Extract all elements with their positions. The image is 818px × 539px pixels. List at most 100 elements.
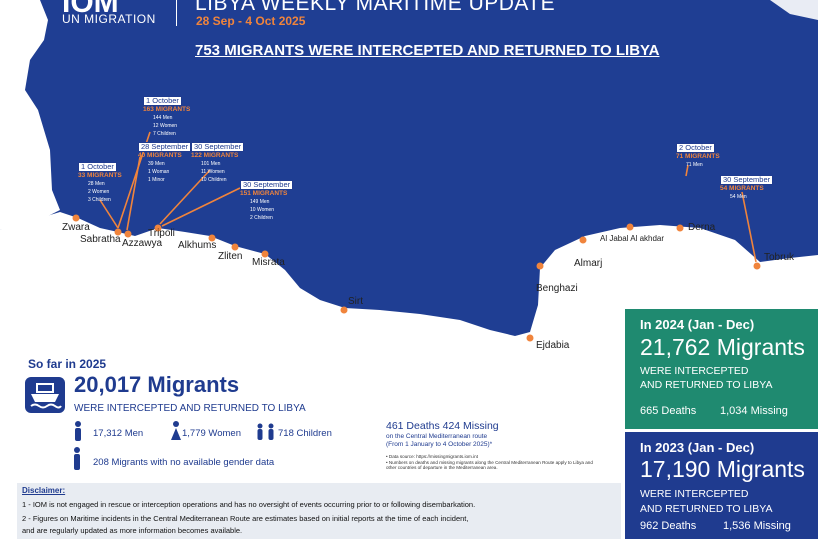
- city-almarj: Almarj: [574, 258, 603, 269]
- panel-2024-sub2: AND RETURNED TO LIBYA: [640, 379, 773, 391]
- total-subtitle: WERE INTERCEPTED AND RETURNED TO LIBYA: [74, 403, 306, 414]
- panel-2024-deaths: 665 Deaths: [640, 405, 697, 417]
- deaths-period: (From 1 January to 4 October 2025)*: [386, 441, 493, 448]
- city-zwara: Zwara: [62, 222, 90, 233]
- panel-2023: In 2023 (Jan - Dec) 17,190 Migrants WERE…: [625, 432, 818, 539]
- dot-derna: [676, 224, 684, 232]
- city-derna: Derna: [688, 222, 716, 233]
- no-gender-count: 208 Migrants with no available gender da…: [93, 457, 275, 468]
- panel-2024-missing: 1,034 Missing: [720, 405, 788, 417]
- note-explain: • Numbers on deaths and missing migrants…: [386, 459, 593, 471]
- callout-date: 1 October: [143, 96, 182, 106]
- iom-logo: IOM: [62, 0, 119, 19]
- unknown-gender-icon: [74, 447, 80, 470]
- city-tripoli: Tripoli: [148, 228, 175, 239]
- disclaimer-box: Disclaimer: 1 - IOM is not engaged in re…: [17, 483, 621, 539]
- city-alkhums: Alkhums: [178, 240, 217, 251]
- note-source: • Data source: https://missingmigrants.i…: [386, 454, 478, 459]
- deaths-subtitle: on the Central Mediterranean route (From…: [386, 433, 492, 449]
- dot-benghazi: [536, 262, 544, 270]
- disclaimer-line-3: and are regularly updated as more inform…: [22, 526, 243, 535]
- deaths-missing-2025: 461 Deaths 424 Missing: [386, 420, 499, 432]
- dot-tripoli: [154, 224, 162, 232]
- callout-line: 10 Children: [201, 177, 227, 183]
- dot-zliten: [231, 243, 239, 251]
- callout-line: 2 Children: [250, 215, 273, 221]
- disclaimer-line-2: 2 - Figures on Maritime incidents in the…: [22, 514, 469, 523]
- callout-3: 28 September 40 MIGRANTS 39 Men 1 Woman …: [138, 142, 192, 184]
- header-divider: [176, 0, 177, 26]
- callout-count: 33 MIGRANTS: [78, 172, 122, 179]
- callout-count: 151 MIGRANTS: [240, 190, 288, 197]
- disclaimer-line-1: 1 - IOM is not engaged in rescue or inte…: [22, 500, 476, 509]
- land-tunisia: [0, 0, 60, 230]
- so-far-label: So far in 2025: [28, 357, 107, 371]
- men-count: 17,312 Men: [93, 428, 144, 439]
- callout-line: 28 Men: [88, 181, 105, 187]
- callout-date: 30 September: [240, 180, 294, 190]
- callout-line: 10 Women: [250, 207, 275, 213]
- date-range: 28 Sep - 4 Oct 2025: [196, 14, 306, 28]
- city-sabratha: Sabratha: [80, 234, 121, 245]
- city-benghazi: Benghazi: [536, 283, 578, 294]
- callout-line: 54 Men: [730, 194, 747, 200]
- city-sirt: Sirt: [348, 296, 363, 307]
- panel-2023-deaths: 962 Deaths: [640, 520, 697, 532]
- callout-line: 1 Minor: [148, 177, 165, 183]
- callout-count: 122 MIGRANTS: [191, 152, 239, 159]
- callout-5: 30 September 151 MIGRANTS 149 Men 10 Wom…: [240, 180, 294, 222]
- boat-icon: [25, 377, 65, 413]
- woman-icon: [171, 421, 181, 440]
- libya-coast-map: [0, 0, 818, 370]
- deaths-notes: • Data source: https://missingmigrants.i…: [386, 454, 601, 471]
- panel-2024-title: In 2024 (Jan - Dec): [640, 317, 755, 332]
- deaths-route: on the Central Mediterranean route: [386, 433, 488, 440]
- callout-1: 1 October 33 MIGRANTS 28 Men 2 Women 3 C…: [78, 162, 122, 204]
- dot-almarj: [579, 236, 587, 244]
- panel-2024-sub1: WERE INTERCEPTED: [640, 365, 749, 377]
- dot-zwara: [72, 214, 80, 222]
- city-jabal: Al Jabal Al akhdar: [600, 234, 665, 243]
- city-azzawya: Azzawya: [122, 238, 163, 249]
- callout-date: 28 September: [138, 142, 192, 152]
- panel-2023-missing: 1,536 Missing: [723, 520, 791, 532]
- callout-line: 3 Children: [88, 197, 111, 203]
- disclaimer-title: Disclaimer:: [22, 486, 66, 495]
- panel-2024: In 2024 (Jan - Dec) 21,762 Migrants WERE…: [625, 309, 818, 429]
- page-title: LIBYA WEEKLY MARITIME UPDATE: [195, 0, 556, 15]
- callout-count: 40 MIGRANTS: [138, 152, 182, 159]
- callout-line: 71 Men: [686, 162, 703, 168]
- city-misrata: Misrata: [252, 257, 285, 268]
- callout-count: 54 MIGRANTS: [720, 185, 764, 192]
- callout-line: 1 Woman: [148, 169, 170, 175]
- dot-tobruk: [753, 262, 761, 270]
- dot-misrata: [261, 250, 269, 258]
- land-libya: [0, 212, 818, 370]
- panel-2023-title: In 2023 (Jan - Dec): [640, 440, 755, 455]
- callout-date: 1 October: [78, 162, 117, 172]
- dot-sabratha: [114, 228, 122, 236]
- callout-line: 12 Women: [153, 123, 178, 129]
- dot-alkhums: [208, 234, 216, 242]
- panel-2023-migrants: 17,190 Migrants: [640, 456, 805, 482]
- headline: 753 MIGRANTS WERE INTERCEPTED AND RETURN…: [195, 42, 660, 59]
- callout-6: 2 October 71 MIGRANTS 71 Men: [676, 143, 720, 169]
- man-icon: [75, 421, 81, 441]
- city-dots: [72, 214, 761, 342]
- panel-2024-migrants: 21,762 Migrants: [640, 334, 805, 360]
- callout-line: 7 Children: [153, 131, 176, 137]
- city-tobruk: Tobruk: [764, 252, 795, 263]
- callout-line: 11 Women: [201, 169, 225, 175]
- dot-ejdabia: [526, 334, 534, 342]
- dot-jabal: [626, 223, 634, 231]
- children-icon: [257, 423, 274, 440]
- women-count: 1,779 Women: [182, 428, 241, 439]
- city-zliten: Zliten: [218, 251, 243, 262]
- callout-count: 71 MIGRANTS: [676, 153, 720, 160]
- callout-line: 144 Men: [153, 115, 173, 121]
- logo-subtext: UN MIGRATION: [62, 12, 156, 26]
- callout-7: 30 September 54 MIGRANTS 54 Men: [720, 175, 774, 201]
- callout-line: 101 Men: [201, 161, 221, 167]
- callout-date: 30 September: [191, 142, 245, 152]
- dot-azzawya: [124, 230, 132, 238]
